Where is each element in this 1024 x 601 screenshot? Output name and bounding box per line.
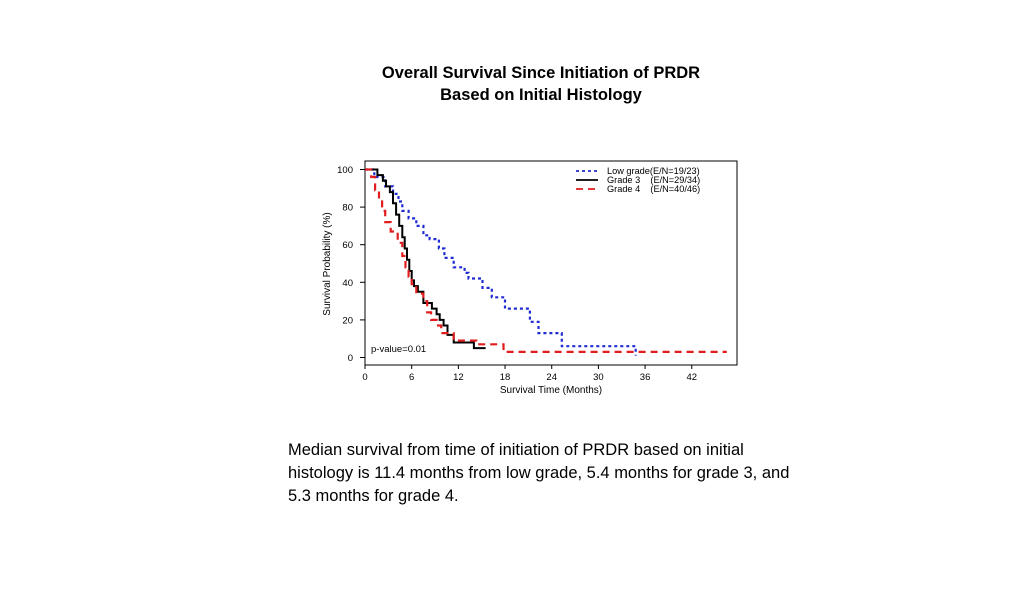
y-tick-label: 60 <box>342 240 353 251</box>
slide-title: Overall Survival Since Initiation of PRD… <box>0 62 1024 106</box>
series-layer <box>365 168 727 356</box>
x-tick-label: 0 <box>362 372 367 383</box>
legend-label-3: Grade 4 (E/N=40/46) <box>607 184 700 194</box>
x-tick-label: 36 <box>640 372 651 383</box>
x-tick-label: 30 <box>593 372 604 383</box>
series-line-2 <box>365 168 486 350</box>
x-axis: 0 6 12 18 24 30 36 42 <box>362 365 697 383</box>
legend: Low grade(E/N=19/23)Grade 3 (E/N=29/34)G… <box>576 166 700 194</box>
caption: Median survival from time of initiation … <box>288 441 790 505</box>
x-tick-label: 24 <box>546 372 557 383</box>
x-axis-label: Survival Time (Months) <box>500 385 602 396</box>
x-tick-label: 12 <box>453 372 464 383</box>
series-line-1 <box>365 168 637 356</box>
y-tick-label: 0 <box>348 353 353 364</box>
x-tick-label: 6 <box>409 372 414 383</box>
y-tick-label: 20 <box>342 315 353 326</box>
y-tick-label: 100 <box>337 165 353 176</box>
slide-title-line-1: Overall Survival Since Initiation of PRD… <box>381 64 701 82</box>
slide-title-line-2: Based on Initial Histology <box>440 86 642 104</box>
legend-label-2: Grade 3 (E/N=29/34) <box>607 175 700 185</box>
y-tick-label: 80 <box>342 203 353 214</box>
legend-label-1: Low grade(E/N=19/23) <box>607 166 700 176</box>
x-tick-label: 42 <box>686 372 697 383</box>
y-axis: 0 20 40 60 80 100 <box>337 165 365 364</box>
x-tick-label: 18 <box>500 372 511 383</box>
plot-area-frame <box>364 160 738 366</box>
p-value-annotation: p-value=0.01 <box>371 344 426 355</box>
series-line-3 <box>365 168 727 353</box>
y-tick-label: 40 <box>342 278 353 289</box>
y-axis-label: Survival Probability (%) <box>322 212 333 315</box>
